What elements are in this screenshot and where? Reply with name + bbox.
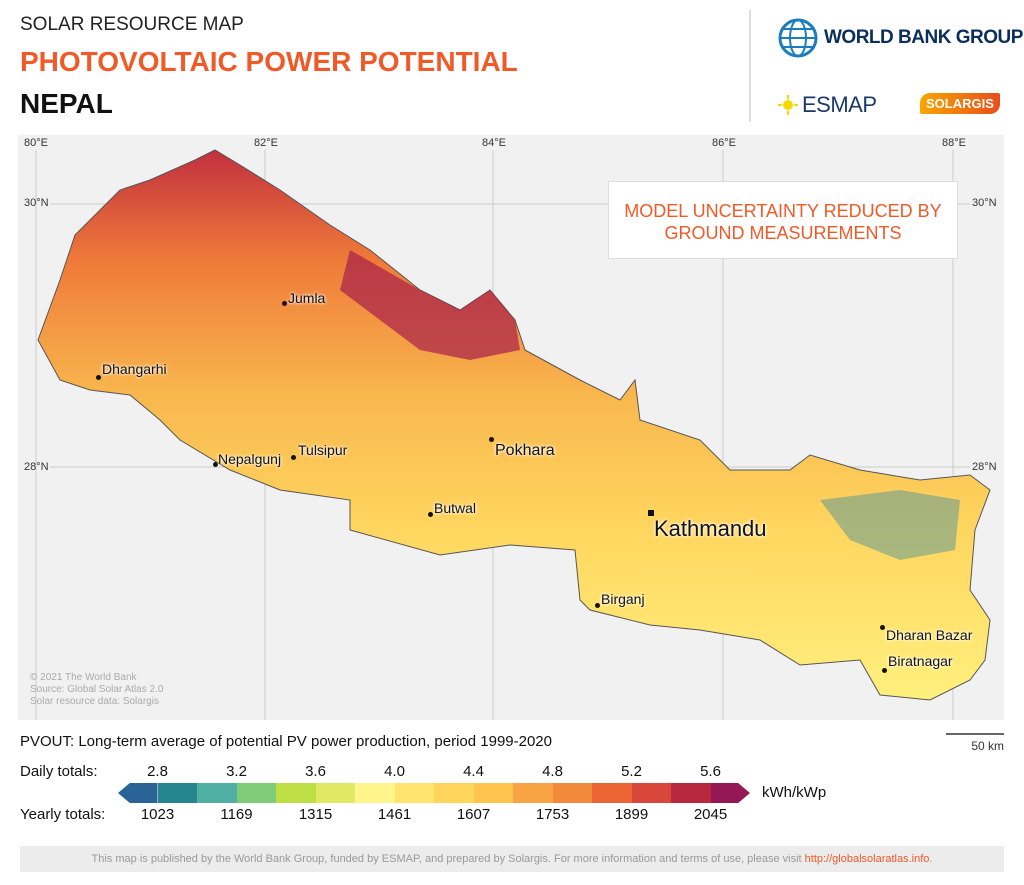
- legend-unit: kWh/kWp: [762, 784, 827, 801]
- daily-tick-label: 2.8: [147, 763, 168, 780]
- daily-tick-label: 3.2: [226, 763, 247, 780]
- yearly-tick-label: 1753: [535, 806, 570, 823]
- atlas-link[interactable]: http://globalsolaratlas.info: [804, 853, 930, 865]
- color-swatch: [394, 783, 434, 803]
- color-swatch: [118, 783, 158, 803]
- map-credits: © 2021 The World Bank Source: Global Sol…: [30, 672, 163, 708]
- low-potential-zone: [820, 490, 960, 560]
- esmap-logo: ESMAP: [778, 92, 877, 118]
- color-swatch: [434, 783, 474, 803]
- footer-notice: This map is published by the World Bank …: [20, 846, 1004, 872]
- city-label: Biratnagar: [888, 653, 953, 669]
- latitude-label: 30°N: [24, 197, 49, 209]
- header-divider: [749, 10, 751, 122]
- color-swatch: [355, 783, 395, 803]
- yearly-tick-label: 1169: [220, 806, 253, 823]
- daily-tick-label: 4.0: [384, 763, 405, 780]
- scale-bar: 50 km: [946, 733, 1004, 753]
- footer-text: This map is published by the World Bank …: [91, 853, 805, 865]
- yearly-tick-label: 1607: [456, 806, 491, 823]
- credit-line: Solar resource data: Solargis: [30, 696, 159, 707]
- footer-end: .: [929, 853, 933, 865]
- latitude-label: 28°N: [972, 461, 997, 473]
- color-swatch: [513, 783, 553, 803]
- city-label: Pokhara: [495, 442, 555, 459]
- city-label: Dharan Bazar: [886, 627, 973, 643]
- longitude-label: 80°E: [24, 137, 48, 149]
- color-swatch: [671, 783, 711, 803]
- yearly-tick-label: 2045: [693, 806, 728, 823]
- color-swatch: [276, 783, 316, 803]
- credit-line: © 2021 The World Bank: [30, 672, 137, 683]
- color-swatch: [197, 783, 237, 803]
- color-swatch: [592, 783, 632, 803]
- color-swatch: [473, 783, 513, 803]
- color-swatch: [710, 783, 750, 803]
- daily-tick-label: 5.6: [700, 763, 721, 780]
- color-swatch: [236, 783, 276, 803]
- world-bank-text: WORLD BANK GROUP: [824, 27, 1023, 48]
- color-swatch: [315, 783, 355, 803]
- world-bank-logo: WORLD BANK GROUP: [778, 18, 1023, 58]
- latitude-label: 30°N: [972, 197, 997, 209]
- globe-icon: [778, 18, 818, 58]
- latitude-label: 28°N: [24, 461, 49, 473]
- daily-totals-label: Daily totals:: [20, 763, 98, 780]
- solargis-logo: SOLARGIS: [920, 93, 1000, 114]
- color-swatch: [631, 783, 671, 803]
- yearly-tick-label: 1023: [140, 806, 175, 823]
- nepal-region: [37, 149, 991, 701]
- daily-tick-label: 3.6: [305, 763, 326, 780]
- uncertainty-notice: MODEL UNCERTAINTY REDUCED BY GROUND MEAS…: [608, 181, 958, 259]
- legend-description: PVOUT: Long-term average of potential PV…: [20, 733, 552, 750]
- esmap-text: ESMAP: [802, 92, 877, 117]
- city-label: Jumla: [288, 290, 326, 306]
- city-label: Dhangarhi: [102, 361, 167, 377]
- color-scale-bar: [118, 783, 750, 803]
- daily-tick-label: 4.8: [542, 763, 563, 780]
- longitude-label: 86°E: [712, 137, 736, 149]
- longitude-label: 84°E: [482, 137, 506, 149]
- country-name: NEPAL: [20, 88, 113, 119]
- daily-tick-label: 4.4: [463, 763, 484, 780]
- city-label: Kathmandu: [654, 516, 767, 541]
- nepal-map: [35, 149, 991, 720]
- color-swatch: [157, 783, 197, 803]
- yearly-tick-label: 1899: [614, 806, 649, 823]
- city-label: Tulsipur: [298, 442, 348, 458]
- credit-line: Source: Global Solar Atlas 2.0: [30, 684, 164, 695]
- city-label: Nepalgunj: [218, 451, 282, 467]
- city-label: Birganj: [601, 591, 645, 607]
- longitude-label: 82°E: [254, 137, 278, 149]
- city-label: Butwal: [434, 500, 477, 516]
- high-potential-zone: [340, 250, 520, 360]
- map-title: PHOTOVOLTAIC POWER POTENTIAL: [20, 46, 518, 77]
- yearly-tick-label: 1461: [377, 806, 412, 823]
- yearly-tick-label: 1315: [298, 806, 333, 823]
- yearly-totals-label: Yearly totals:: [20, 806, 106, 823]
- longitude-label: 88°E: [942, 137, 966, 149]
- daily-tick-label: 5.2: [621, 763, 642, 780]
- sun-icon: [778, 95, 798, 115]
- color-swatch: [552, 783, 592, 803]
- map-supertitle: SOLAR RESOURCE MAP: [20, 14, 244, 35]
